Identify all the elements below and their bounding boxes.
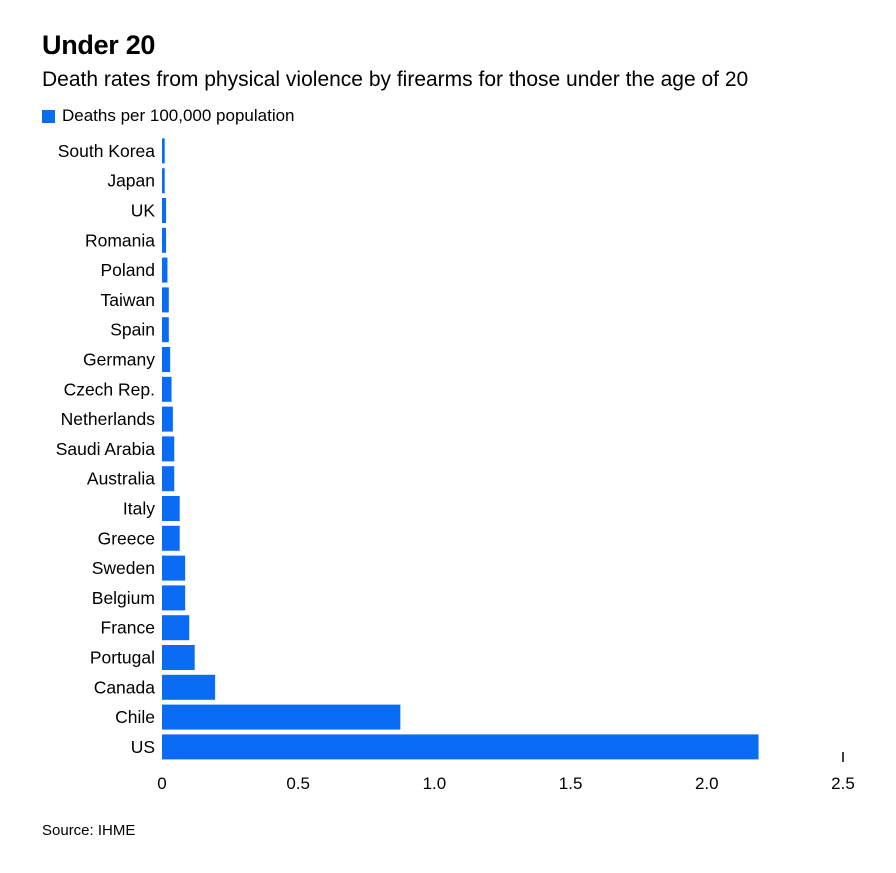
category-label: Canada [94,677,156,697]
bar [162,615,190,641]
x-tick-label: 0 [157,774,166,793]
category-label: Netherlands [61,409,156,429]
bar [162,317,169,343]
bar [162,555,186,581]
bar [162,406,173,432]
bar [162,525,180,551]
category-label: Portugal [90,648,155,668]
category-label: Sweden [92,558,155,578]
category-label: Saudi Arabia [56,439,156,459]
x-tick-label: 1.5 [559,774,583,793]
bar [162,287,169,313]
category-label: Romania [85,230,155,250]
category-label: South Korea [58,141,156,161]
x-tick-label: 2.5 [831,774,855,793]
x-tick-label: 1.0 [423,774,447,793]
category-label: Spain [110,320,155,340]
bar [162,704,401,730]
bar [162,645,195,670]
category-label: Germany [83,350,155,370]
bar [162,168,165,194]
category-label: Chile [115,707,155,727]
legend-label: Deaths per 100,000 population [62,106,295,125]
chart-title: Under 20 [42,30,156,60]
chart-subtitle: Death rates from physical violence by fi… [42,68,749,91]
category-label: Australia [87,469,155,489]
category-label: Poland [101,260,156,280]
bar [162,347,171,372]
legend-swatch [42,109,55,123]
x-tick-label: 0.5 [286,774,310,793]
bar [162,674,216,700]
bar [162,734,759,760]
category-label: Greece [98,528,155,548]
source-note: Source: IHME [42,822,136,839]
category-label: Taiwan [101,290,155,310]
category-label: Italy [123,499,155,519]
bar [162,198,167,223]
bar [162,376,172,402]
category-label: Czech Rep. [64,379,155,399]
bar [162,496,180,521]
bar [162,466,175,492]
category-label: Belgium [92,588,155,608]
bar [162,436,175,462]
bar [162,257,168,283]
legend: Deaths per 100,000 population [42,106,295,126]
category-label: US [131,737,155,757]
category-label: Japan [107,171,155,191]
category-label: UK [131,201,156,221]
x-tick-label: 2.0 [695,774,719,793]
bar [162,585,186,611]
bar [162,138,165,164]
category-label: France [101,618,155,638]
bar [162,227,167,253]
